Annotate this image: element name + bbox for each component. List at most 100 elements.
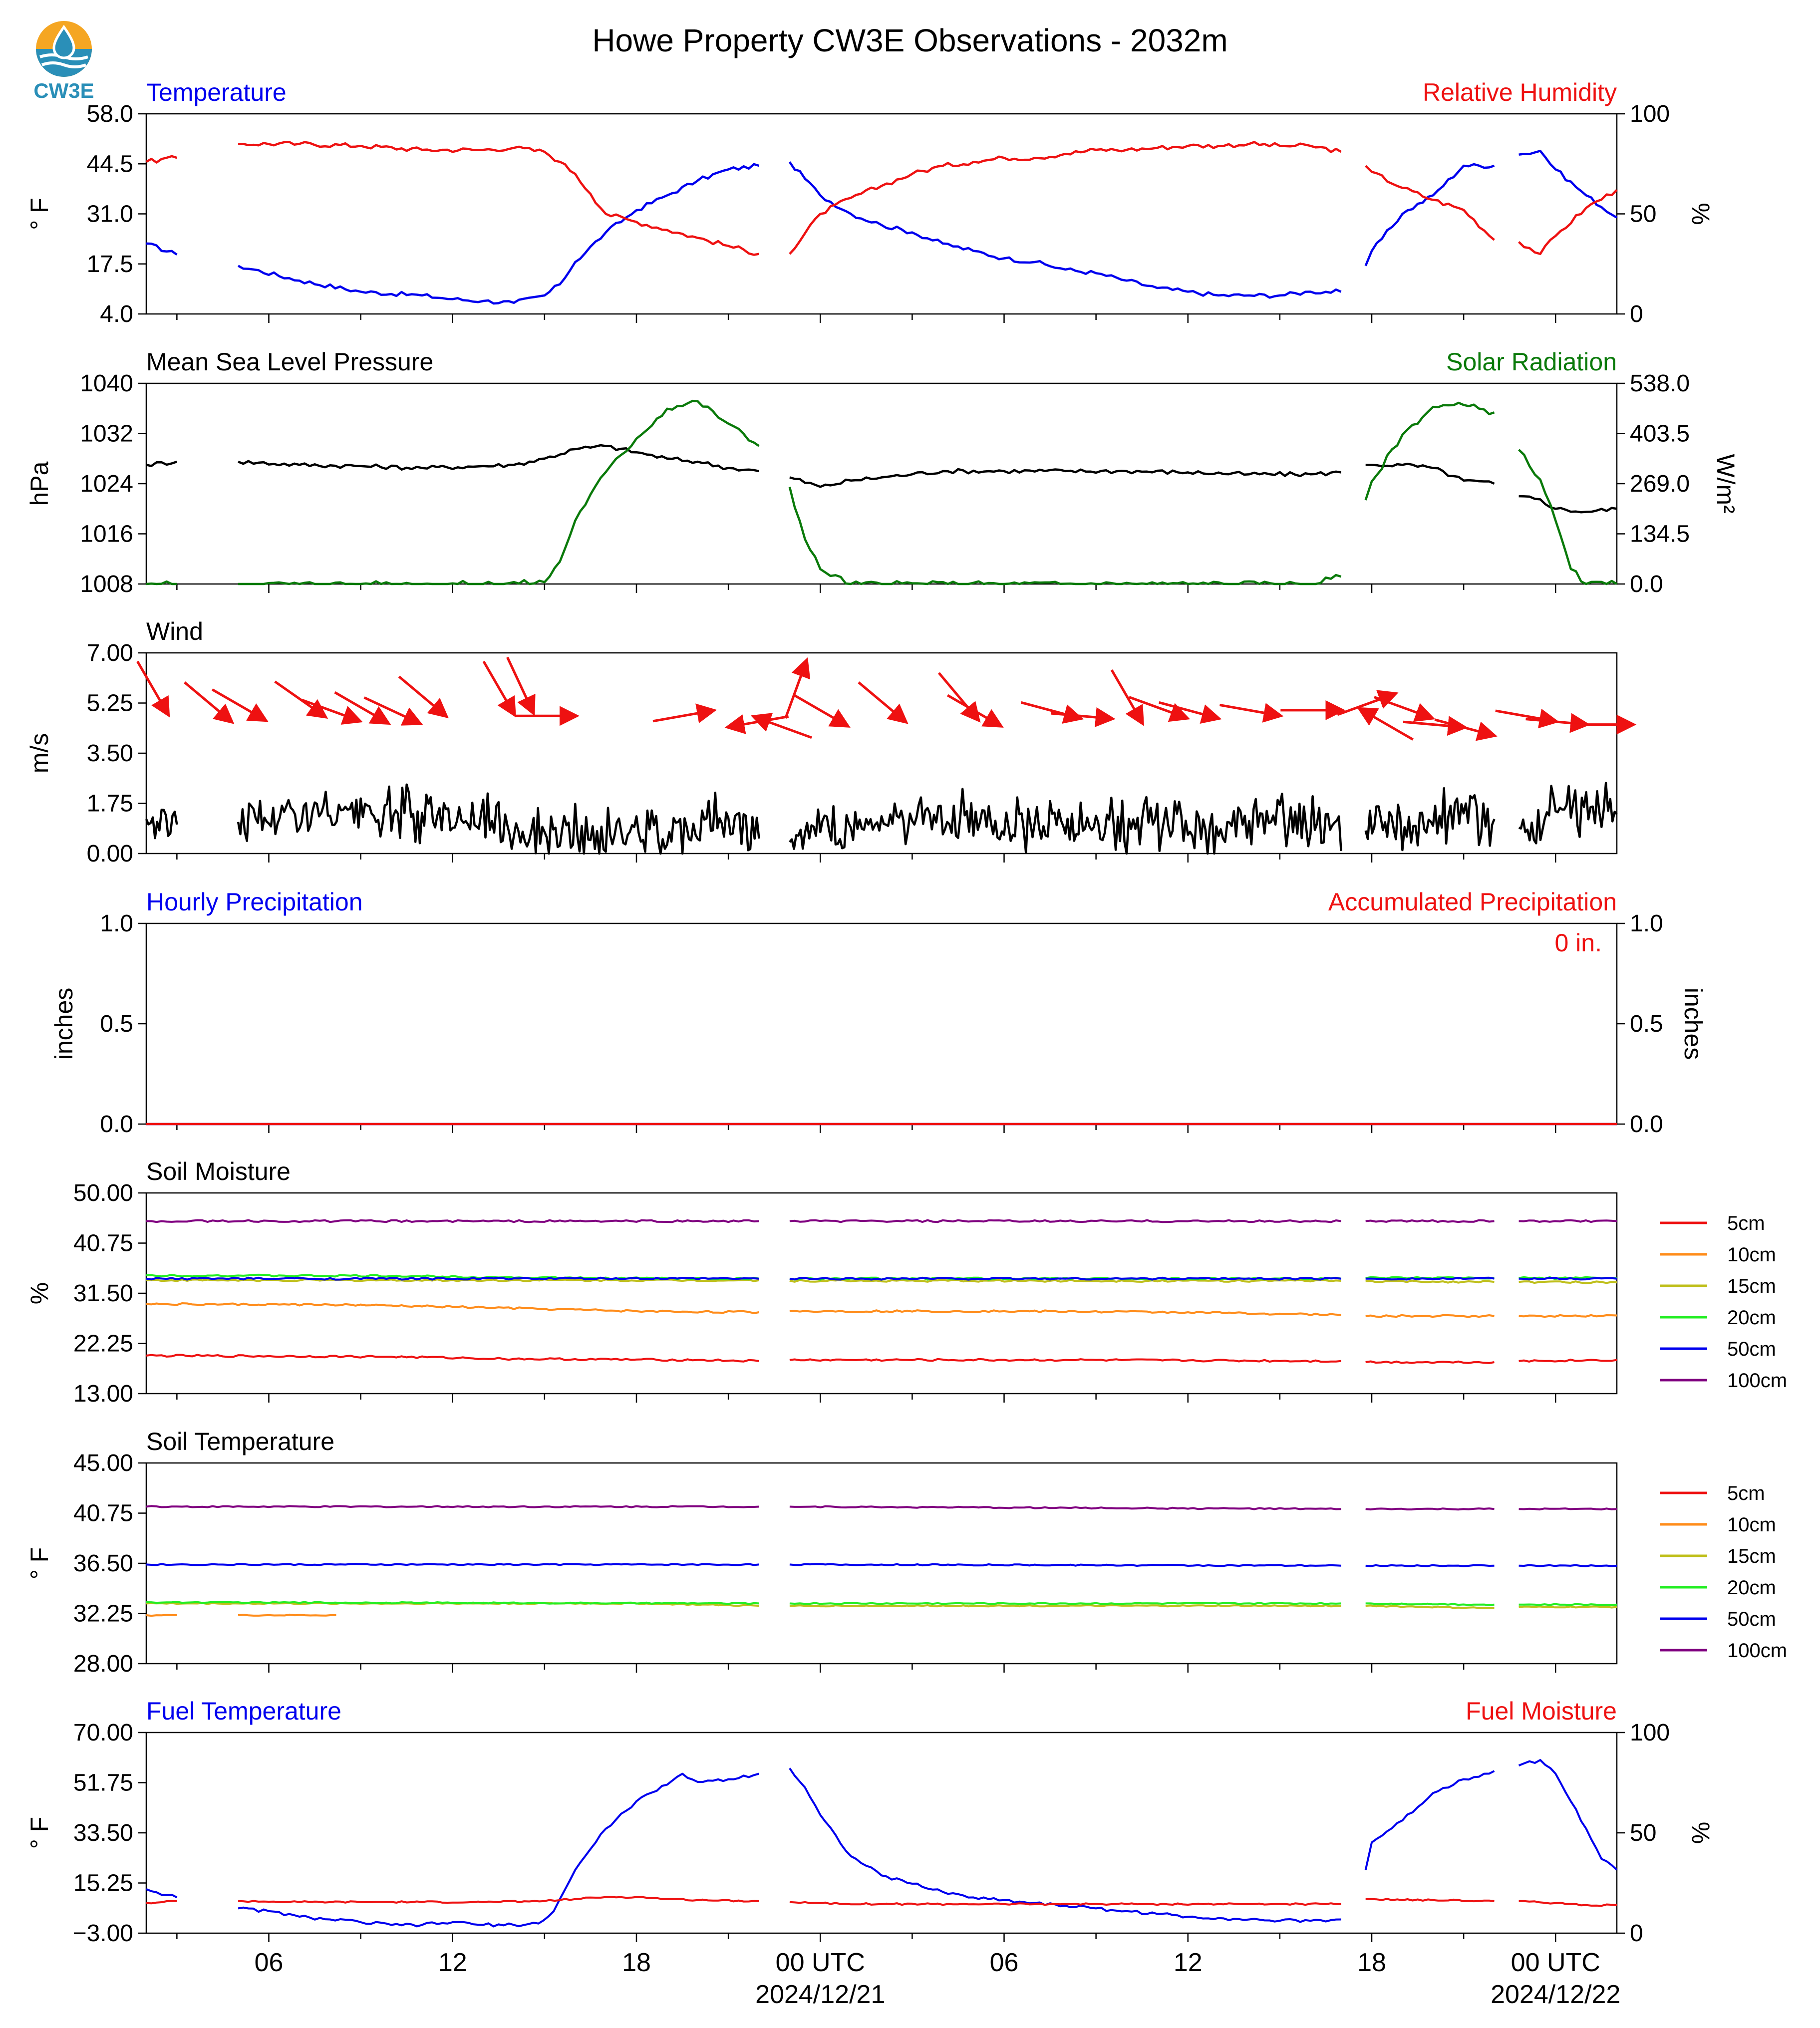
- wind-arrow: [784, 657, 811, 719]
- y-tick-label: 13.00: [73, 1381, 133, 1407]
- y-tick-label: 7.00: [87, 640, 133, 666]
- wind-arrow: [363, 696, 423, 726]
- series-line-50cm: [1518, 1564, 1617, 1567]
- series-line-fuel-moisture: [1365, 1898, 1495, 1903]
- wind-arrow: [652, 703, 717, 723]
- wind-arrow: [794, 694, 851, 728]
- wind-arrow: [1434, 718, 1498, 741]
- series-line-solar-radiation: [1364, 401, 1495, 501]
- wind-arrow: [136, 660, 170, 718]
- y-tick-label: 51.75: [73, 1770, 133, 1796]
- series-line-10cm: [238, 1613, 336, 1617]
- y-tick-label: 40.75: [73, 1500, 133, 1527]
- series-line-50cm: [1518, 1277, 1617, 1281]
- y-tick-label: 1040: [80, 370, 133, 397]
- series-line-5cm: [1518, 1358, 1617, 1363]
- series-line-50cm: [146, 1563, 759, 1566]
- wind-arrow: [184, 681, 235, 724]
- panel-soil_temperature: 28.00 32.25 36.50 40.75 45.00 Soil Temperatur…: [25, 1428, 1787, 1677]
- panel-title-right: Solar Radiation: [1446, 348, 1617, 376]
- series-line-fuel-temperature: [238, 1772, 760, 1928]
- y-tick-label: 50.00: [73, 1180, 133, 1206]
- panel-title-right: Fuel Moisture: [1466, 1697, 1617, 1725]
- wind-arrow: [946, 694, 1004, 728]
- series-line-wind-speed: [237, 783, 760, 855]
- wind-arrow: [1403, 716, 1468, 736]
- series-line-5cm: [789, 1358, 1341, 1363]
- series-line-100cm: [1365, 1219, 1495, 1223]
- y-axis-label-right: %: [1687, 1822, 1715, 1844]
- panel-frame: [145, 1192, 1618, 1395]
- series-line-10cm: [1518, 1314, 1617, 1318]
- wind-arrow: [1374, 696, 1436, 722]
- series-line-mean-sea-level-pressure: [146, 460, 178, 467]
- legend-label: 15cm: [1727, 1275, 1776, 1297]
- series-line-5cm: [146, 1354, 759, 1363]
- series-line-100cm: [146, 1219, 759, 1223]
- panel-mslp_solar: 1008 1016 1024 1032 1040 0.0 134.5 269.0 403.5 53…: [25, 348, 1740, 597]
- y-tick-label-right: 100: [1630, 1720, 1670, 1746]
- legend-label: 5cm: [1727, 1482, 1765, 1504]
- y-tick-label: 0.00: [87, 841, 133, 867]
- panel-frame: [145, 113, 1618, 315]
- series-line-solar-radiation: [788, 487, 1342, 585]
- x-tick-label: 00 UTC: [776, 1948, 865, 1977]
- series-line-15cm: [1365, 1279, 1495, 1284]
- panel-title-left: Fuel Temperature: [146, 1697, 341, 1725]
- y-tick-label-right: 269.0: [1630, 471, 1690, 497]
- x-tick-label: 18: [622, 1948, 651, 1977]
- series-line-20cm: [789, 1602, 1341, 1605]
- series-line-fuel-moisture: [789, 1901, 1341, 1906]
- wind-arrow: [1110, 669, 1145, 726]
- series-line-solar-radiation: [238, 399, 760, 585]
- y-axis-label: ° F: [25, 1547, 53, 1579]
- series-line-15cm: [1518, 1280, 1617, 1284]
- wind-arrow: [211, 688, 269, 722]
- x-date-label: 2024/12/21: [755, 1980, 885, 2009]
- wind-arrow: [1495, 708, 1559, 729]
- y-tick-label: 1.75: [87, 791, 133, 817]
- series-line-100cm: [789, 1505, 1341, 1510]
- series-line-15cm: [789, 1604, 1341, 1608]
- series-line-relative-humidity: [789, 141, 1342, 255]
- series-line-20cm: [1365, 1602, 1495, 1606]
- series-line-20cm: [146, 1601, 759, 1605]
- y-tick-label: 22.25: [73, 1331, 133, 1357]
- y-tick-label: 40.75: [73, 1230, 133, 1257]
- y-axis-label-right: W/m²: [1712, 454, 1740, 513]
- panel-fuel: −3.00 15.25 33.50 51.75 70.00 0 50 100 Fuel Temp…: [25, 1697, 1715, 2009]
- y-tick-label-right: 50: [1630, 201, 1656, 228]
- wind-arrow: [1357, 707, 1414, 741]
- y-tick-label: 0.5: [100, 1011, 133, 1037]
- series-line-50cm: [146, 1276, 759, 1281]
- y-axis-label: ° F: [25, 198, 53, 230]
- wind-arrow: [506, 656, 536, 716]
- series-line-wind-speed: [789, 788, 1342, 855]
- y-tick-label: 17.5: [87, 251, 133, 278]
- wind-arrow: [858, 681, 909, 724]
- y-axis-label: hPa: [25, 461, 53, 506]
- series-line-relative-humidity: [1365, 165, 1495, 241]
- series-line-100cm: [789, 1219, 1341, 1223]
- y-tick-label-right: 1.0: [1630, 910, 1663, 937]
- x-tick-label: 18: [1357, 1948, 1386, 1977]
- legend-label: 50cm: [1727, 1608, 1776, 1630]
- series-line-wind-speed: [1518, 782, 1618, 845]
- legend-label: 10cm: [1727, 1244, 1776, 1266]
- y-axis-label: inches: [50, 988, 78, 1060]
- y-tick-label: 1024: [80, 471, 133, 497]
- series-line-50cm: [789, 1563, 1341, 1567]
- panel-precip: 0.0 0.5 1.0 0.0 0.5 1.0 Hourly Precipitation Ac…: [50, 888, 1707, 1138]
- legend-label: 5cm: [1727, 1212, 1765, 1234]
- series-line-10cm: [146, 1614, 177, 1617]
- y-tick-label-right: 134.5: [1630, 521, 1690, 548]
- y-tick-label-right: 50: [1630, 1820, 1656, 1846]
- y-tick-label: 5.25: [87, 690, 133, 717]
- panel-title-left: Wind: [146, 617, 203, 645]
- y-tick-label-right: 0: [1630, 1920, 1643, 1947]
- panel-title-left: Temperature: [146, 78, 287, 106]
- series-line-fuel-moisture: [238, 1896, 759, 1904]
- y-axis-label: %: [25, 1282, 53, 1304]
